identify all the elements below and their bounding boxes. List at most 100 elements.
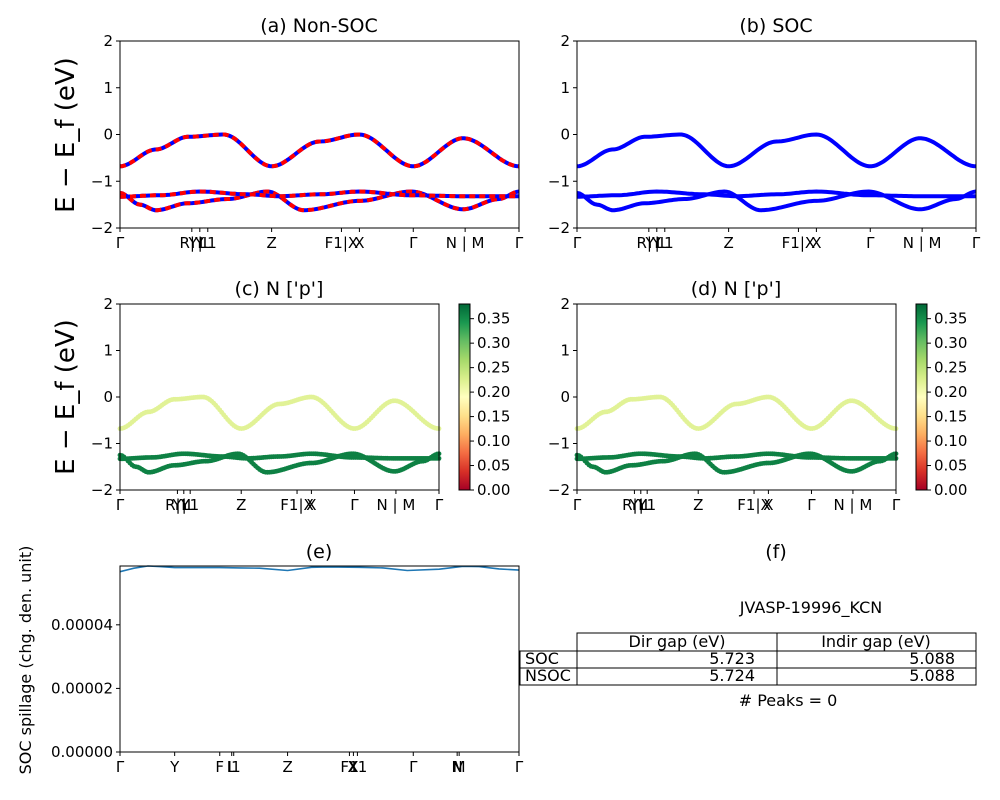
panel-b-ytick-label: 2 bbox=[560, 32, 570, 50]
panel-e-xtick-label: F bbox=[215, 758, 224, 776]
panel-a-xtick-label: F1|X bbox=[325, 234, 359, 252]
colorbar-tick-label: 0.05 bbox=[477, 457, 510, 475]
panel-a-band-nsoc-line bbox=[119, 189, 520, 213]
panel-c-xtick-label: R|Y bbox=[165, 496, 190, 514]
colorbar-tick-label: 0.05 bbox=[934, 457, 967, 475]
colorbar-tick-label: 0.30 bbox=[477, 334, 510, 352]
table-row-label: NSOC bbox=[525, 666, 571, 685]
panel-d-xtick-label: Γ bbox=[573, 496, 582, 514]
panel-b-xtick-label: Γ bbox=[972, 234, 981, 252]
colorbar-tick-label: 0.10 bbox=[477, 432, 510, 450]
panel-e-title: (e) bbox=[306, 541, 333, 563]
table-cell: 5.088 bbox=[909, 649, 955, 668]
panel-d-axes: −2 −1 0 1 2 Γ R|YY|LL1 Z F1|XX Γ N | M Γ bbox=[548, 295, 901, 514]
panel-b-xtick-label: Y|L bbox=[645, 234, 669, 252]
panel-c-ytick-label: −2 bbox=[91, 481, 113, 499]
panel-a-band-nsoc-line bbox=[119, 132, 520, 169]
panel-b-xtick-label: Z bbox=[723, 234, 733, 252]
panel-e-frame bbox=[119, 565, 520, 753]
colorbar-c-gradient bbox=[458, 303, 471, 491]
panel-d-xtick-label: L1 bbox=[638, 496, 656, 514]
panel-c-xtick-label: X bbox=[306, 496, 316, 514]
panel-d-ytick-label: −1 bbox=[548, 435, 570, 453]
panel-c-xtick-label: F1|X bbox=[280, 496, 314, 514]
panel-a-ytick-label: −2 bbox=[91, 219, 113, 237]
panel-d-ytick-label: 1 bbox=[560, 342, 570, 360]
panel-b-band-line bbox=[576, 189, 977, 213]
panel-b-ytick-label: 1 bbox=[560, 79, 570, 97]
panel-b-xtick-label: Γ bbox=[573, 234, 582, 252]
colorbar-tick-label: 0.15 bbox=[477, 408, 510, 426]
panel-b-xtick-label: X bbox=[811, 234, 821, 252]
panel-d-xtick-label: F1|X bbox=[737, 496, 771, 514]
panel-e-xtick-label: L bbox=[228, 758, 237, 776]
panel-b-frame bbox=[576, 40, 977, 229]
panel-c-xtick-label: Γ bbox=[350, 496, 359, 514]
panel-b-xtick-label: N | M bbox=[903, 234, 942, 252]
panel-c-xtick-label: Γ bbox=[116, 496, 125, 514]
panel-d-ytick-label: −2 bbox=[548, 481, 570, 499]
colorbar-tick-label: 0.25 bbox=[477, 359, 510, 377]
panel-e-xtick-label: Y bbox=[169, 758, 180, 776]
colorbar-tick-label: 0.10 bbox=[934, 432, 967, 450]
panel-e-ylabel: SOC spillage (chg. den. unit) bbox=[16, 546, 35, 775]
panel-a-band-nsoc-line bbox=[120, 189, 519, 199]
panel-a-axes: −2 −1 0 1 2 Γ R|YY|LL1 Z F1|XX Γ N | M Γ bbox=[91, 32, 524, 252]
panel-b-ytick-label: 0 bbox=[560, 126, 570, 144]
table-row-label: SOC bbox=[525, 649, 559, 668]
panel-b-band-line bbox=[576, 132, 977, 169]
panel-a-ylabel: E − E_f (eV) bbox=[51, 57, 81, 213]
panel-a-xtick-label: N | M bbox=[446, 234, 485, 252]
panel-a-xtick-label: X bbox=[354, 234, 364, 252]
panel-c-xtick-label: N | M bbox=[377, 496, 416, 514]
panel-d-xtick-label: Γ bbox=[892, 496, 901, 514]
panel-d-xtick-label: R|Y bbox=[622, 496, 647, 514]
colorbar-tick-label: 0.00 bbox=[934, 481, 967, 499]
panel-e-xtick-label: X bbox=[348, 758, 358, 776]
spillage-line bbox=[119, 565, 520, 573]
panel-a-xtick-label: Γ bbox=[409, 234, 418, 252]
table-cell: 5.724 bbox=[709, 666, 755, 685]
panel-e-xtick-label: Γ bbox=[515, 758, 524, 776]
panel-a-xtick-label: Γ bbox=[116, 234, 125, 252]
panel-d-xtick-label: Y|L bbox=[629, 496, 653, 514]
panel-e-xtick-label: I1 bbox=[227, 758, 241, 776]
panel-c-colorbar: 0.00 0.05 0.10 0.15 0.20 0.25 0.30 0.35 bbox=[458, 303, 510, 499]
panel-e-xtick-label: Γ bbox=[409, 758, 418, 776]
colorbar-tick-label: 0.30 bbox=[934, 334, 967, 352]
colorbar-tick-label: 0.00 bbox=[477, 481, 510, 499]
colorbar-tick-label: 0.20 bbox=[477, 383, 510, 401]
panel-b-axes: −2 −1 0 1 2 Γ R|YY|LL1 Z F1|XX Γ N | M Γ bbox=[548, 32, 981, 252]
panel-c-xtick-label: Z bbox=[236, 496, 246, 514]
panel-e-xtick-label: X1 bbox=[347, 758, 367, 776]
panel-c-ytick-label: 0 bbox=[103, 388, 113, 406]
panel-a-xtick-label: L1 bbox=[199, 234, 217, 252]
panel-b-xtick-label: R|Y bbox=[636, 234, 661, 252]
panel-a-xtick-label: Γ bbox=[515, 234, 524, 252]
panel-b-ytick-label: −1 bbox=[548, 172, 570, 190]
colorbar-tick-label: 0.15 bbox=[934, 408, 967, 426]
panel-c-ytick-label: 1 bbox=[103, 342, 113, 360]
panel-d-title: (d) N ['p'] bbox=[691, 278, 782, 300]
colorbar-tick-label: 0.25 bbox=[934, 359, 967, 377]
panel-a-ytick-label: −1 bbox=[91, 172, 113, 190]
table-col-dir: Dir gap (eV) bbox=[629, 632, 726, 651]
table-cell: 5.723 bbox=[709, 649, 755, 668]
panel-a-xtick-label: R|Y bbox=[179, 234, 204, 252]
panel-b-xtick-label: Γ bbox=[866, 234, 875, 252]
panel-e-xtick-label: N bbox=[452, 758, 463, 776]
panel-b-xtick-label: F1|X bbox=[782, 234, 816, 252]
panel-a-frame bbox=[119, 40, 520, 229]
panel-d-xtick-label: N | M bbox=[834, 496, 873, 514]
table-cell: 5.088 bbox=[909, 666, 955, 685]
panel-e-xtick-label: M bbox=[453, 758, 466, 776]
table-col-indir: Indir gap (eV) bbox=[821, 632, 931, 651]
table-subtitle: JVASP-19996_KCN bbox=[739, 598, 882, 618]
panel-c-ytick-label: −1 bbox=[91, 435, 113, 453]
panel-c-frame bbox=[119, 303, 440, 491]
panel-a-ytick-label: 2 bbox=[103, 32, 113, 50]
panel-e-ytick-label: 0.00004 bbox=[51, 616, 113, 634]
panel-d-colorbar: 0.00 0.05 0.10 0.15 0.20 0.25 0.30 0.35 bbox=[915, 303, 967, 499]
panel-b-band-line bbox=[577, 189, 976, 199]
panel-a-xtick-label: Z bbox=[266, 234, 276, 252]
